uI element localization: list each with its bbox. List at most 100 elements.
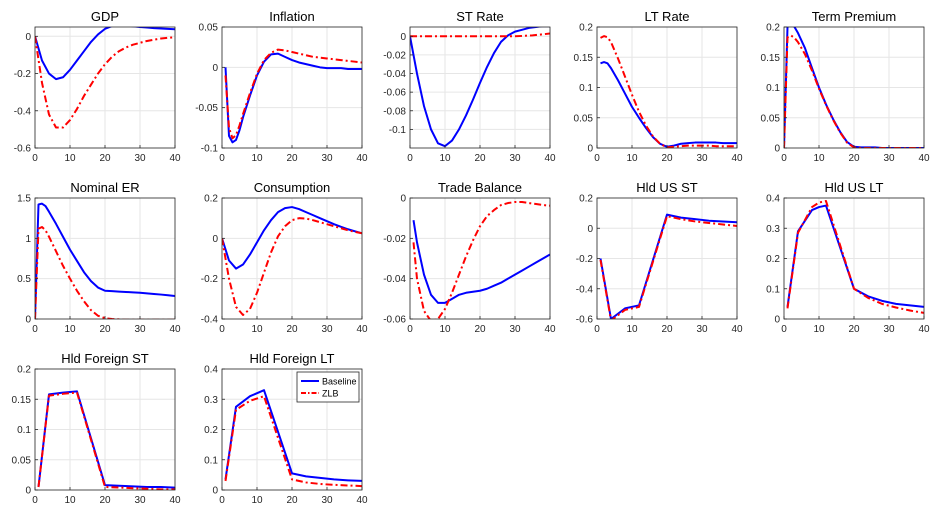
y-tick-label: -0.02 bbox=[383, 234, 406, 245]
y-tick-label: 0.15 bbox=[12, 395, 32, 406]
y-tick-label: 0 bbox=[587, 224, 593, 235]
x-tick-label: 10 bbox=[64, 324, 76, 335]
y-tick-label: 0 bbox=[212, 63, 218, 74]
x-tick-label: 40 bbox=[731, 324, 743, 335]
x-tick-label: 10 bbox=[626, 153, 638, 164]
x-tick-label: 40 bbox=[918, 153, 930, 164]
y-tick-label: -0.4 bbox=[14, 106, 32, 117]
y-tick-label: -0.04 bbox=[383, 274, 406, 285]
y-tick-label: 0.5 bbox=[17, 274, 31, 285]
x-tick-label: 10 bbox=[439, 153, 451, 164]
y-tick-label: 0 bbox=[25, 315, 31, 326]
x-tick-label: 40 bbox=[356, 324, 368, 335]
panel-nominal-er: 0 10 20 30 40 1.5 1 0.5 0 Nominal ER bbox=[17, 180, 181, 335]
y-tick-label: 0.1 bbox=[766, 83, 780, 94]
panel-title: Inflation bbox=[269, 9, 315, 24]
y-tick-label: 1 bbox=[25, 234, 31, 245]
y-tick-label: -0.2 bbox=[576, 254, 594, 265]
x-tick-label: 20 bbox=[286, 495, 298, 506]
x-tick-label: 0 bbox=[219, 495, 225, 506]
x-tick-label: 10 bbox=[251, 324, 263, 335]
y-tick-label: 0.2 bbox=[766, 254, 780, 265]
series-line-zlb bbox=[600, 35, 737, 148]
series-line-zlb bbox=[410, 32, 550, 38]
legend-label-zlb: ZLB bbox=[322, 389, 339, 399]
y-tick-label: 0.2 bbox=[17, 365, 31, 376]
x-tick-label: 10 bbox=[64, 495, 76, 506]
x-tick-label: 0 bbox=[219, 153, 225, 164]
y-tick-label: -0.08 bbox=[383, 106, 406, 117]
y-tick-label: 0.2 bbox=[766, 23, 780, 34]
series-line-zlb bbox=[35, 226, 175, 319]
series-line-zlb bbox=[224, 48, 362, 140]
panel-title: Hld Foreign LT bbox=[249, 351, 334, 366]
series-line-zlb bbox=[599, 215, 737, 319]
x-tick-label: 30 bbox=[696, 153, 708, 164]
x-tick-label: 30 bbox=[321, 324, 333, 335]
y-tick-label: -0.1 bbox=[201, 144, 219, 155]
x-tick-label: 30 bbox=[321, 495, 333, 506]
panel-term-premium: 0 10 20 30 40 0.2 0.15 0.1 0.05 0 Term Premium bbox=[761, 9, 930, 164]
x-tick-label: 40 bbox=[544, 153, 556, 164]
panel-title: Hld US LT bbox=[825, 180, 884, 195]
x-tick-label: 0 bbox=[407, 324, 413, 335]
panel-trade-balance: 0 10 20 30 40 0 -0.02 -0.04 -0.06 Trade Balance bbox=[383, 180, 556, 335]
series-line-zlb bbox=[37, 391, 175, 490]
y-tick-label: 0 bbox=[400, 194, 406, 205]
x-tick-label: 30 bbox=[134, 324, 146, 335]
x-tick-label: 20 bbox=[286, 153, 298, 164]
panel-st-rate: 0 10 20 30 40 0 -0.02 -0.04 -0.06 -0.08 -0.1 ST Rat… bbox=[383, 9, 556, 164]
series-line-zlb bbox=[786, 200, 924, 314]
y-tick-label: 0.05 bbox=[12, 455, 32, 466]
y-tick-label: 0 bbox=[212, 486, 218, 497]
y-tick-label: 0.2 bbox=[579, 23, 593, 34]
x-tick-label: 30 bbox=[883, 153, 895, 164]
x-tick-label: 30 bbox=[134, 153, 146, 164]
panel-title: Trade Balance bbox=[438, 180, 522, 195]
x-tick-label: 20 bbox=[661, 153, 673, 164]
legend: Baseline ZLB bbox=[296, 371, 360, 403]
panel-title: Hld Foreign ST bbox=[61, 351, 148, 366]
y-tick-label: -0.4 bbox=[576, 284, 594, 295]
panel-hld-foreign-st: 0 10 20 30 40 0.2 0.15 0.1 0.05 0 Hld Foreign ST bbox=[12, 351, 181, 506]
y-tick-label: -0.05 bbox=[195, 103, 218, 114]
series-line-zlb bbox=[784, 34, 924, 148]
series-line-baseline bbox=[412, 220, 550, 304]
series-line-baseline bbox=[410, 27, 550, 148]
x-tick-label: 20 bbox=[99, 153, 111, 164]
y-tick-label: 0.15 bbox=[761, 53, 781, 64]
series-line-zlb bbox=[35, 36, 175, 129]
y-tick-label: 0 bbox=[212, 234, 218, 245]
x-tick-label: 40 bbox=[731, 153, 743, 164]
panel-inflation: 0 10 20 30 40 0.05 0 -0.05 -0.1 Inflation bbox=[195, 9, 368, 164]
y-tick-label: -0.2 bbox=[201, 274, 219, 285]
panel-title: ST Rate bbox=[456, 9, 503, 24]
y-tick-label: 0.15 bbox=[574, 53, 594, 64]
legend-box bbox=[296, 371, 360, 403]
y-tick-label: 0.4 bbox=[204, 365, 218, 376]
y-tick-label: -0.1 bbox=[389, 125, 407, 136]
legend-label-baseline: Baseline bbox=[322, 377, 357, 387]
y-tick-label: -0.02 bbox=[383, 50, 406, 61]
x-tick-label: 0 bbox=[32, 153, 38, 164]
x-tick-label: 30 bbox=[509, 153, 521, 164]
x-tick-label: 40 bbox=[918, 324, 930, 335]
y-tick-label: 0.2 bbox=[204, 194, 218, 205]
x-tick-label: 10 bbox=[813, 324, 825, 335]
x-tick-label: 40 bbox=[169, 495, 181, 506]
x-tick-label: 0 bbox=[407, 153, 413, 164]
panel-title: Term Premium bbox=[812, 9, 897, 24]
x-tick-label: 40 bbox=[356, 153, 368, 164]
y-tick-label: 0.05 bbox=[199, 23, 219, 34]
series-line-baseline bbox=[224, 389, 362, 482]
x-tick-label: 30 bbox=[321, 153, 333, 164]
y-tick-label: 0.05 bbox=[574, 113, 594, 124]
y-tick-label: -0.6 bbox=[576, 315, 594, 326]
panel-title: GDP bbox=[91, 9, 119, 24]
x-tick-label: 20 bbox=[474, 324, 486, 335]
x-tick-label: 40 bbox=[544, 324, 556, 335]
x-tick-label: 40 bbox=[169, 324, 181, 335]
x-tick-label: 20 bbox=[99, 324, 111, 335]
series-line-baseline bbox=[222, 206, 362, 270]
